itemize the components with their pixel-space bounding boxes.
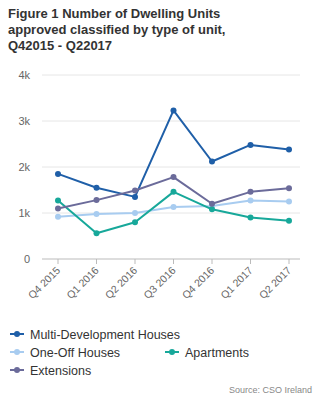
x-tick-label: Q2 2017 [256,264,293,301]
y-tick-label: 1k [18,207,30,219]
series-marker [286,218,292,224]
y-tick-label: 3k [18,115,30,127]
series-marker [209,201,215,207]
legend-label: Extensions [30,364,91,378]
series-marker [248,142,254,148]
source-note: Source: CSO Ireland [229,385,312,395]
x-tick [173,259,174,264]
series-marker [171,204,177,210]
grid-line [42,75,300,76]
x-tick [250,259,251,264]
series-marker [55,214,61,220]
x-tick-label: Q3 2016 [141,264,178,301]
series-line [58,201,289,217]
legend-item: Apartments [165,346,249,360]
legend-marker [14,331,20,337]
x-tick [212,259,213,264]
series-line [58,110,289,196]
legend-item: Extensions [10,364,91,378]
series-marker [248,215,254,221]
legend-marker [14,367,20,373]
legend-item: Multi-Development Houses [10,328,180,342]
series-marker [171,107,177,113]
x-tick-label: Q4 2015 [25,264,62,301]
grid-line [42,259,300,260]
x-tick [289,259,290,264]
x-tick [96,259,97,264]
series-marker [171,189,177,195]
series-marker [132,219,138,225]
x-tick-label: Q1 2016 [64,264,101,301]
chart-title: Figure 1 Number of Dwelling Units approv… [8,6,258,54]
series-marker [94,185,100,191]
x-tick-label: Q4 2016 [179,264,216,301]
series-line [58,177,289,208]
legend-marker [14,349,20,355]
grid-line [42,213,300,214]
series-marker [55,198,61,204]
grid-line [42,121,300,122]
series-marker [209,158,215,164]
legend-marker [169,349,175,355]
series-marker [132,194,138,200]
series-marker [286,199,292,205]
plot-area [55,107,292,236]
y-tick-label: 4k [18,69,30,81]
x-tick-label: Q1 2017 [218,264,255,301]
series-line [58,192,289,233]
series-marker [55,171,61,177]
series-marker [55,205,61,211]
series-marker [132,210,138,216]
x-tick-label: Q2 2016 [102,264,139,301]
series-marker [248,189,254,195]
series-marker [132,187,138,193]
legend-label: One-Off Houses [30,346,120,360]
legend-label: Multi-Development Houses [30,328,180,342]
y-tick-label: 0 [24,253,30,265]
y-tick-label: 2k [18,161,30,173]
grid-line [42,167,300,168]
chart-svg: 0 1k 2k 3k 4k Q4 2015Q1 2016Q2 2016Q3 2016Q4 … [0,0,320,400]
series-marker [248,198,254,204]
series-marker [94,211,100,217]
series-marker [286,147,292,153]
series-marker [171,174,177,180]
x-tick [135,259,136,264]
series-marker [94,197,100,203]
legend-label: Apartments [185,346,249,360]
series-marker [94,230,100,236]
series-marker [286,185,292,191]
legend-item: One-Off Houses [10,346,120,360]
series-marker [209,206,215,212]
x-tick [58,259,59,264]
